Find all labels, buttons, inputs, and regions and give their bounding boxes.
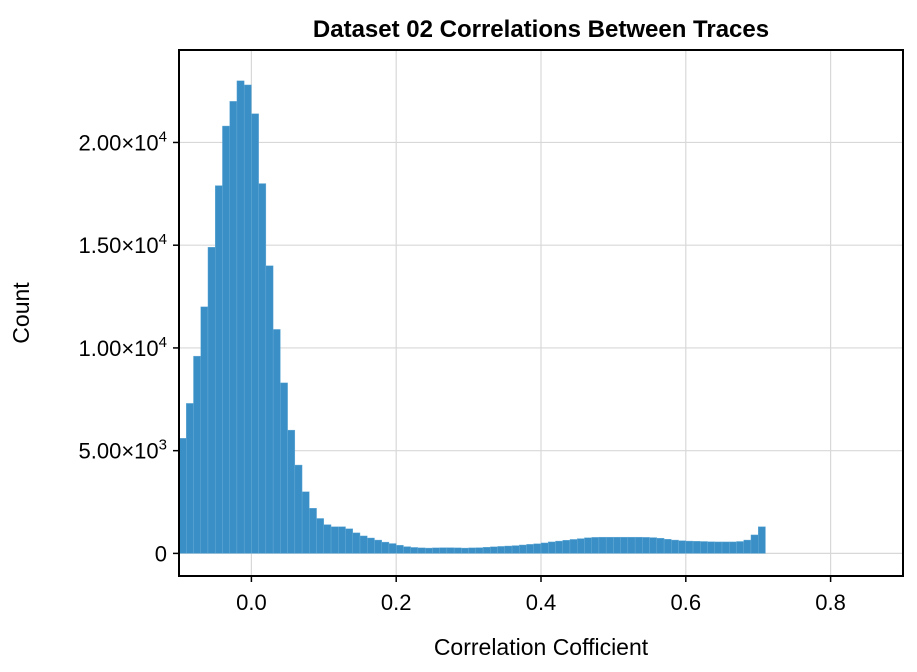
histogram-bar: [359, 535, 368, 554]
histogram-bar: [663, 539, 672, 554]
histogram-bar: [620, 536, 629, 554]
histogram-bar: [584, 537, 592, 554]
histogram-bar: [309, 507, 317, 554]
histogram-bar: [403, 546, 411, 554]
histogram-bar: [743, 539, 752, 554]
histogram-bar: [301, 491, 310, 554]
histogram-bar: [352, 532, 361, 554]
histogram-bar: [475, 547, 484, 554]
histogram-bar: [294, 464, 303, 554]
histogram-bar: [287, 429, 296, 554]
y-tick-label: 0: [155, 541, 167, 566]
histogram-bar: [439, 547, 448, 554]
axis-ticks: 0.0 0.2 0.4 0.6 0.8 0 5.00×103 1.00×104 1.50×104…: [79, 128, 846, 615]
histogram-bar: [649, 537, 658, 554]
histogram-bar: [605, 536, 614, 554]
histogram-bar: [381, 541, 390, 554]
histogram-bar: [721, 541, 730, 554]
histogram-bar: [707, 541, 715, 554]
histogram-bar: [714, 541, 723, 554]
histogram-bar: [490, 546, 498, 554]
histogram-bar: [555, 540, 563, 554]
x-tick-label: 0.0: [236, 590, 267, 615]
histogram-bar: [186, 403, 194, 554]
histogram-bar: [700, 541, 708, 554]
histogram-bar: [193, 355, 201, 554]
y-tick-label: 1.50×104: [79, 231, 167, 258]
y-tick-label: 2.00×104: [79, 128, 167, 155]
histogram-bar: [453, 547, 462, 554]
chart-title: Dataset 02 Correlations Between Traces: [313, 16, 769, 43]
x-axis-label: Correlation Cofficient: [434, 634, 649, 660]
histogram-bar: [396, 544, 404, 554]
histogram-bar: [222, 125, 230, 554]
histogram-bar: [374, 539, 382, 554]
histogram-bar: [569, 539, 578, 554]
histogram-bar: [367, 537, 375, 554]
histogram-bar: [236, 80, 245, 554]
x-tick-label: 0.8: [815, 590, 846, 615]
y-axis-label: Count: [8, 282, 34, 344]
x-tick-label: 0.6: [671, 590, 702, 615]
histogram-bar: [265, 265, 274, 554]
histogram-bar: [598, 536, 607, 554]
histogram-bar: [642, 537, 650, 554]
histogram-bar: [388, 543, 397, 554]
histogram-bar: [178, 438, 187, 554]
histogram-bar: [519, 544, 527, 554]
histogram-bar: [729, 541, 737, 554]
histogram-bar: [461, 547, 469, 554]
histogram-bars: [178, 80, 766, 554]
histogram-bar: [424, 547, 433, 554]
histogram-bar: [330, 526, 339, 554]
histogram-bar: [678, 540, 686, 554]
x-tick-label: 0.2: [381, 590, 412, 615]
histogram-bar: [671, 539, 679, 554]
histogram-bar: [577, 538, 585, 554]
x-tick-label: 0.4: [526, 590, 557, 615]
histogram-bar: [750, 534, 759, 554]
histogram-bar: [627, 536, 636, 554]
histogram-bar: [316, 518, 324, 554]
histogram-bar: [410, 547, 419, 554]
histogram-bar: [562, 540, 571, 554]
histogram-bar: [634, 536, 643, 554]
histogram-bar: [280, 382, 288, 554]
histogram-bar: [526, 544, 534, 554]
histogram-bar: [540, 542, 549, 554]
histogram-bar: [323, 524, 332, 554]
histogram-bar: [468, 547, 477, 554]
histogram-bar: [613, 536, 621, 554]
histogram-bar: [229, 101, 238, 554]
histogram-bar: [258, 183, 267, 554]
histogram-bar: [446, 547, 455, 554]
histogram-bar: [432, 547, 440, 554]
histogram-bar: [692, 541, 701, 554]
histogram-bar: [243, 84, 252, 554]
histogram-bar: [591, 537, 600, 554]
histogram-bar: [207, 247, 216, 554]
histogram-bar: [200, 306, 209, 554]
y-tick-label: 1.00×104: [79, 334, 167, 361]
histogram-bar: [758, 526, 766, 554]
histogram-bar: [272, 329, 281, 554]
histogram-bar: [504, 545, 513, 554]
histogram-bar: [548, 541, 556, 554]
histogram-bar: [214, 185, 223, 554]
histogram-bar: [417, 547, 426, 554]
histogram-bar: [497, 546, 505, 554]
histogram-bar: [251, 113, 259, 554]
histogram-bar: [533, 543, 542, 554]
histogram-bar: [345, 528, 353, 554]
histogram-bar: [338, 526, 346, 554]
histogram-bar: [736, 541, 744, 554]
y-tick-label: 5.00×103: [79, 437, 167, 464]
histogram-bar: [685, 540, 694, 554]
histogram-bar: [482, 547, 491, 554]
histogram-bar: [511, 545, 520, 554]
histogram-bar: [656, 537, 665, 554]
